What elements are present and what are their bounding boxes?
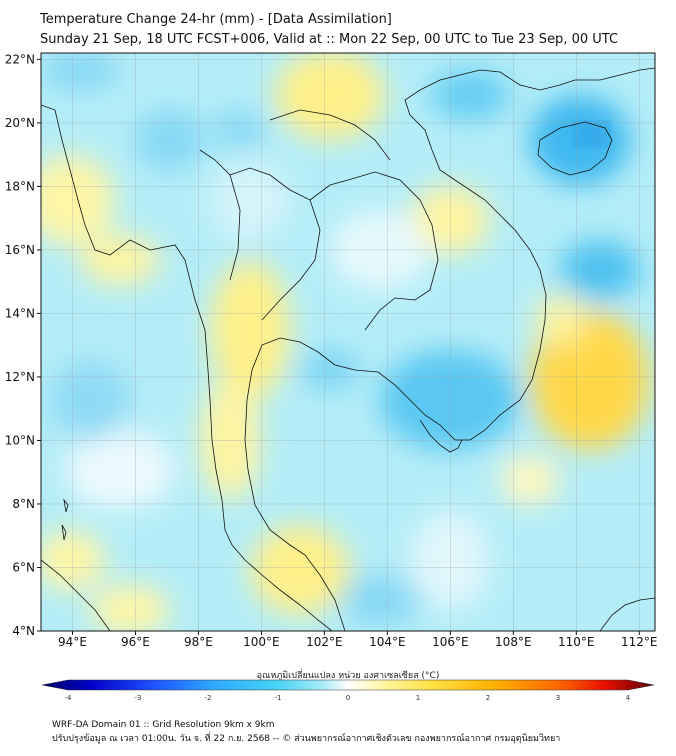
colorbar-tick-label: 4 [626, 694, 631, 702]
latitude-label: 12°N [5, 370, 35, 384]
footer: WRF-DA Domain 01 :: Grid Resolution 9km … [52, 718, 560, 746]
map-frame [40, 52, 656, 632]
colorbar-title: อุณหภูมิเปลี่ยนแปลง หน่วย องศาเซลเซียส (… [257, 668, 440, 681]
latitude-label: 18°N [5, 179, 35, 193]
latitude-label: 8°N [12, 497, 35, 511]
colorbar-tick-label: 0 [346, 694, 350, 702]
map-title: Temperature Change 24-hr (mm) - [Data As… [40, 12, 392, 27]
longitude-label: 108°E [495, 635, 532, 649]
coastlines-and-borders [41, 67, 655, 631]
longitude-label: 94°E [58, 635, 87, 649]
latitude-label: 10°N [5, 433, 35, 447]
colorbar-tick-label: -4 [65, 694, 73, 702]
latitude-label: 4°N [12, 624, 35, 638]
colorbar-tick-label: -2 [205, 694, 212, 702]
longitude-label: 104°E [369, 635, 406, 649]
colorbar-tick-label: -3 [135, 694, 142, 702]
longitude-label: 98°E [184, 635, 213, 649]
latitude-labels: 22°N 20°N 18°N 16°N 14°N 12°N 10°N 8°N 6°N 4°N [5, 52, 41, 638]
latitude-label: 16°N [5, 243, 35, 257]
map-title-block: Temperature Change 24-hr (mm) - [Data As… [40, 10, 618, 50]
temperature-field [41, 53, 655, 631]
latitude-label: 20°N [5, 116, 35, 130]
graticule [41, 53, 655, 632]
footer-model-info: WRF-DA Domain 01 :: Grid Resolution 9km … [52, 720, 275, 730]
longitude-label: 110°E [558, 635, 595, 649]
colorbar: -4 -3 -2 -1 0 1 2 3 4 [41, 679, 655, 702]
colorbar-tick-label: 2 [486, 694, 490, 702]
colorbar-tick-label: -1 [275, 694, 282, 702]
colorbar-tick-label: 3 [556, 694, 560, 702]
latitude-label: 14°N [5, 306, 35, 320]
longitude-label: 100°E [243, 635, 280, 649]
longitude-label: 112°E [621, 635, 658, 649]
longitude-label: 96°E [121, 635, 150, 649]
longitude-label: 106°E [432, 635, 469, 649]
longitude-labels: 94°E 96°E 98°E 100°E 102°E 104°E 106°E 108°E 110… [58, 631, 658, 649]
latitude-label: 6°N [12, 560, 35, 574]
colorbar-tick-label: 1 [416, 694, 420, 702]
latitude-label: 22°N [5, 52, 35, 66]
footer-update-info: ปรับปรุงข้อมูล ณ เวลา 01:00น. วัน จ. ที่… [52, 734, 561, 744]
longitude-label: 102°E [306, 635, 343, 649]
map-subtitle: Sunday 21 Sep, 18 UTC FCST+006, Valid at… [40, 32, 619, 47]
